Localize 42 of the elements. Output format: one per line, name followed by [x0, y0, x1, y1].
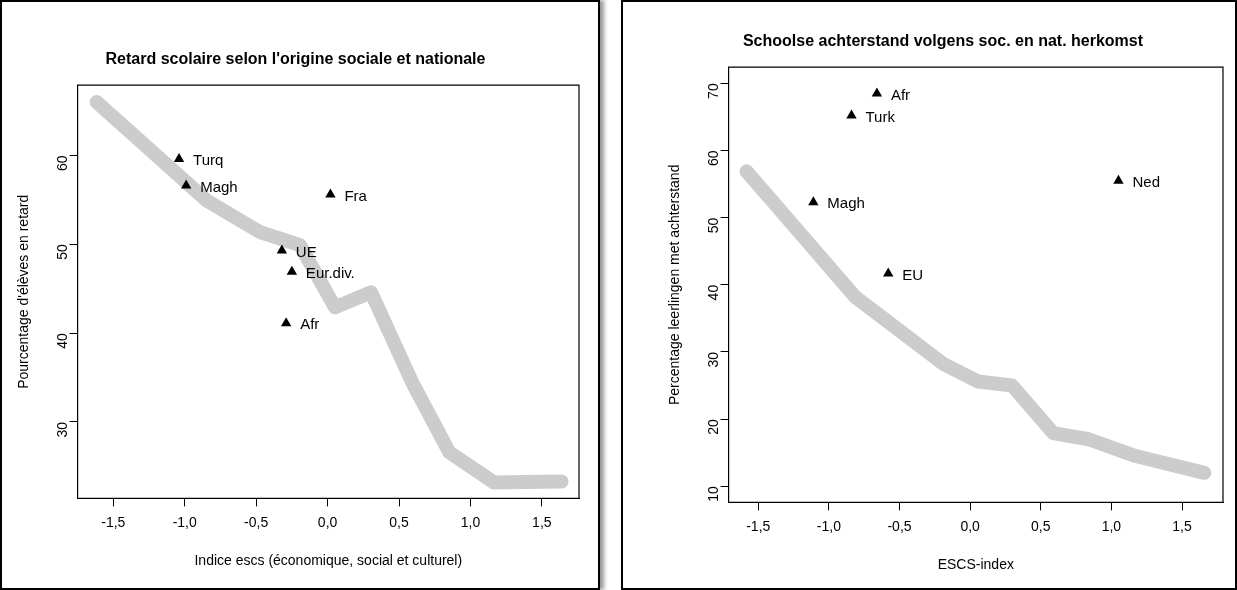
- x-tick-label: -0,5: [244, 513, 269, 530]
- series-label: Afr: [890, 85, 911, 103]
- series-label: Eur.div.: [305, 263, 355, 281]
- x-tick-label: 1,5: [532, 513, 552, 530]
- series-label: Afr: [300, 315, 320, 333]
- y-tick-label: 30: [705, 351, 722, 368]
- chart-title: Schoolse achterstand volgens soc. en nat. herkomst: [742, 32, 1144, 50]
- y-tick-label: 60: [705, 150, 722, 167]
- series-label: Fra: [344, 186, 368, 204]
- x-tick-label: 0,0: [960, 517, 981, 534]
- x-tick-label: 0,5: [389, 513, 409, 530]
- x-axis-title: Indice escs (économique, social et culturel): [194, 552, 463, 569]
- y-tick-label: 40: [705, 284, 722, 301]
- x-tick-label: -1,0: [172, 513, 198, 530]
- chart-title: Retard scolaire selon l'origine sociale et nationale: [105, 50, 486, 68]
- x-tick-label: -0,5: [887, 517, 912, 534]
- series-label: Magh: [200, 177, 238, 195]
- x-tick-label: 0,5: [1031, 517, 1051, 534]
- y-tick-label: 40: [54, 332, 71, 349]
- y-tick-label: 20: [705, 418, 722, 435]
- x-tick-label: -1,5: [746, 517, 771, 534]
- series-label: Magh: [827, 194, 865, 212]
- y-tick-label: 30: [54, 421, 71, 438]
- y-tick-label: 50: [705, 217, 722, 234]
- y-tick-label: 60: [54, 155, 71, 171]
- x-tick-label: 1,5: [1172, 517, 1192, 534]
- series-label: Ned: [1132, 172, 1160, 190]
- x-tick-label: 0,0: [317, 513, 338, 530]
- y-tick-label: 10: [705, 486, 722, 502]
- series-label: Turq: [193, 151, 224, 169]
- y-tick-label: 70: [705, 83, 722, 99]
- y-tick-label: 50: [54, 244, 71, 260]
- x-tick-label: 1,0: [460, 513, 481, 530]
- x-axis-title: ESCS-index: [937, 556, 1014, 573]
- series-label: UE: [295, 242, 317, 260]
- y-axis-title: Pourcentage d'élèves en retard: [15, 194, 32, 389]
- series-label: EU: [902, 265, 924, 283]
- y-axis-title: Percentage leerlingen met achterstand: [666, 164, 683, 406]
- x-tick-label: 1,0: [1101, 517, 1122, 534]
- series-label: Turk: [865, 107, 896, 125]
- x-tick-label: -1,0: [816, 517, 842, 534]
- x-tick-label: -1,5: [101, 513, 126, 530]
